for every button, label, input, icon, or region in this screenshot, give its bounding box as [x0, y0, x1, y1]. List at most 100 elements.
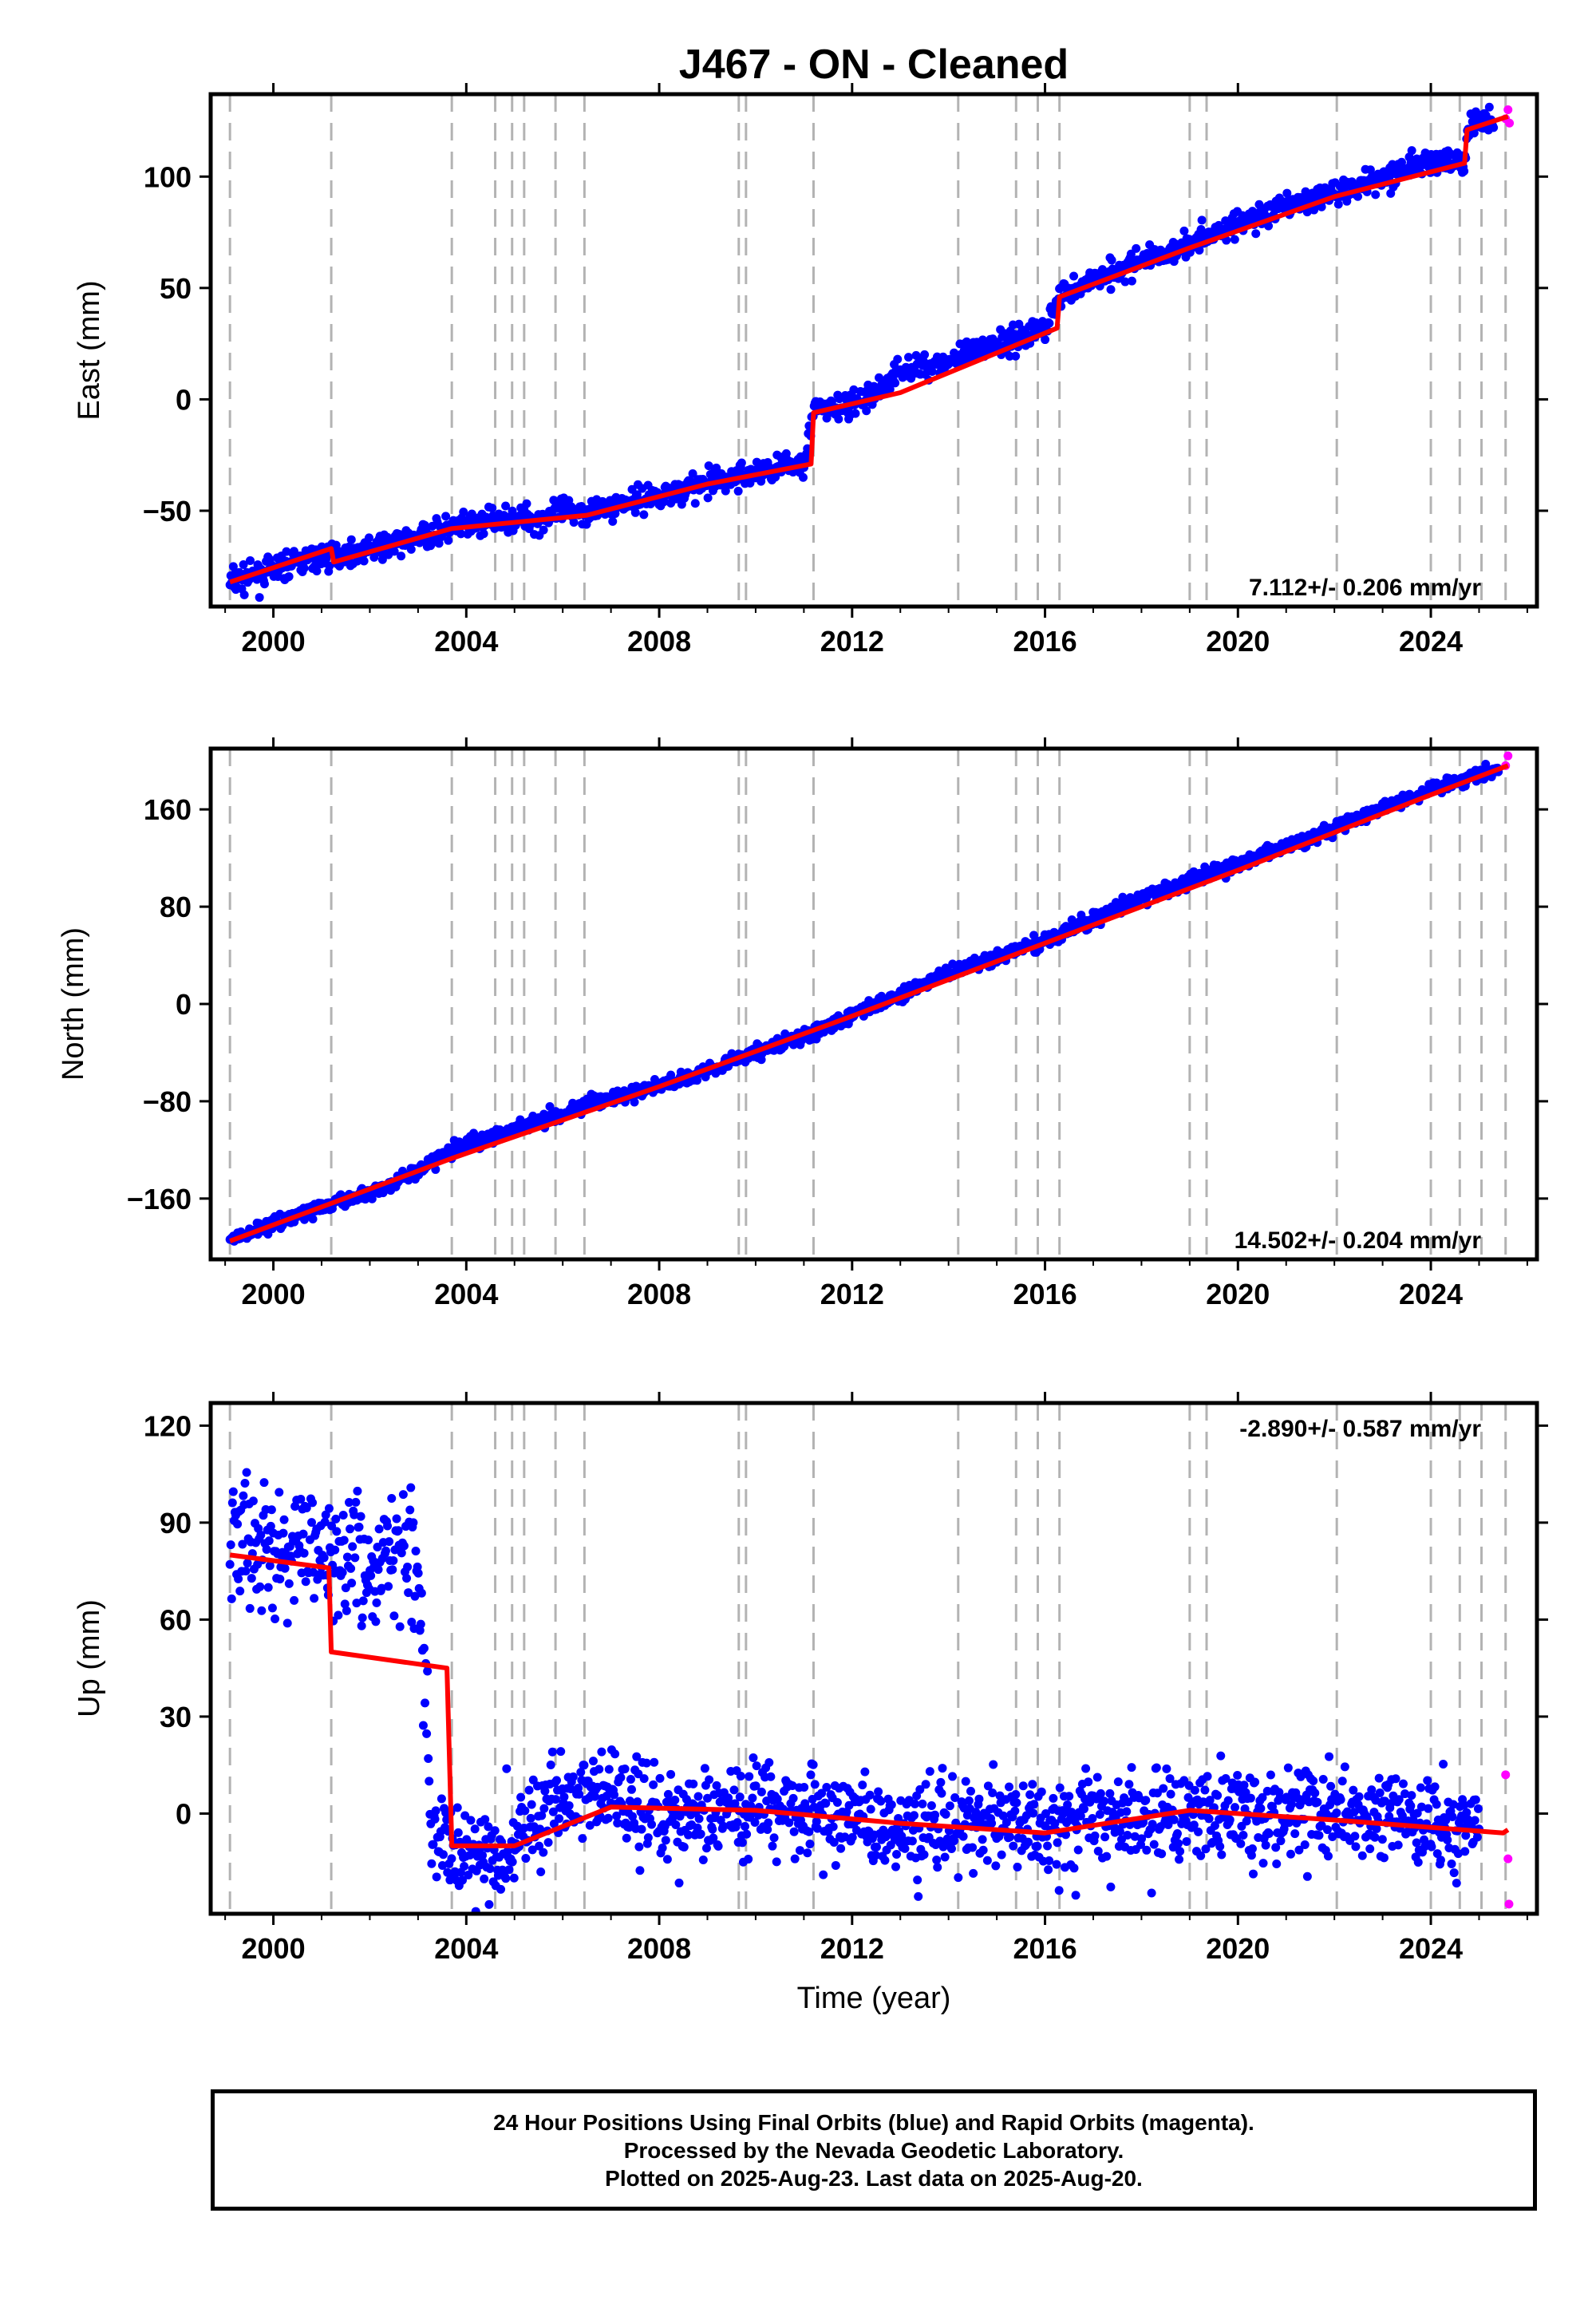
data-point — [1407, 1791, 1416, 1800]
data-point — [613, 1818, 622, 1828]
data-point — [296, 1494, 306, 1504]
data-point — [1271, 1843, 1281, 1852]
data-point — [798, 472, 808, 482]
data-point — [290, 1595, 299, 1605]
data-point — [348, 1542, 358, 1551]
data-point — [265, 1561, 275, 1571]
data-point — [1443, 1836, 1452, 1845]
data-point — [998, 1811, 1008, 1820]
data-point — [1337, 1777, 1347, 1786]
data-point — [1261, 1840, 1270, 1850]
data-point — [1127, 1763, 1136, 1773]
data-point — [927, 367, 937, 377]
model-fit-line — [229, 114, 1509, 585]
data-point — [1436, 1856, 1445, 1865]
data-point — [1412, 1808, 1422, 1818]
data-point — [1076, 1812, 1085, 1821]
data-point — [733, 486, 743, 496]
data-point — [703, 493, 713, 503]
x-tick-label: 2016 — [1013, 1278, 1077, 1310]
data-point — [836, 1844, 846, 1853]
data-point — [418, 1721, 428, 1730]
data-point — [358, 1596, 368, 1606]
data-point — [367, 1194, 377, 1203]
data-point — [1142, 1845, 1152, 1855]
footer-line-processed-by: Processed by the Nevada Geodetic Laborat… — [623, 2137, 1124, 2163]
data-point — [1223, 1796, 1233, 1805]
final-orbit-points — [225, 102, 1499, 603]
data-point — [860, 1767, 870, 1777]
data-point — [1448, 1800, 1458, 1809]
data-point — [1102, 1852, 1112, 1861]
data-point — [1370, 1832, 1380, 1842]
data-point — [1290, 1829, 1300, 1839]
data-point — [484, 1822, 493, 1832]
rapid-orbit-point — [1501, 1770, 1511, 1780]
data-point — [1296, 1772, 1306, 1781]
data-point — [911, 1799, 920, 1808]
data-point — [1248, 1869, 1258, 1879]
data-point — [389, 547, 399, 556]
data-point — [377, 1583, 386, 1593]
data-point — [737, 458, 746, 468]
data-point — [1375, 1788, 1385, 1798]
data-point — [535, 1824, 545, 1834]
data-point — [279, 1515, 289, 1524]
data-point — [1092, 1773, 1102, 1782]
data-point — [750, 1818, 760, 1828]
data-point — [441, 512, 451, 521]
data-point — [406, 544, 416, 554]
data-point — [1011, 351, 1021, 361]
data-point — [1489, 123, 1499, 132]
model-fit-line — [229, 763, 1509, 1243]
data-point — [373, 1543, 382, 1552]
data-point — [932, 1856, 942, 1865]
data-point — [1385, 1812, 1394, 1821]
data-point — [325, 561, 334, 571]
data-point — [245, 1603, 255, 1613]
x-tick-label: 2004 — [434, 1932, 498, 1965]
data-point — [1152, 1763, 1161, 1773]
data-point — [772, 1794, 782, 1804]
data-point — [974, 1794, 984, 1804]
data-point — [259, 1478, 269, 1488]
data-point — [239, 590, 249, 599]
data-point — [1314, 1831, 1324, 1840]
y-tick-label: 0 — [176, 1797, 192, 1830]
data-point — [741, 1821, 750, 1831]
data-point — [982, 1856, 992, 1865]
footer-line-orbits: 24 Hour Positions Using Final Orbits (bl… — [493, 2109, 1254, 2135]
data-point — [340, 1599, 350, 1609]
data-point — [243, 1559, 252, 1568]
data-point — [1423, 1776, 1432, 1785]
data-point — [1258, 1859, 1268, 1868]
data-point — [1073, 1845, 1083, 1855]
data-point — [1266, 1770, 1275, 1780]
x-tick-label: 2016 — [1013, 625, 1077, 658]
data-point — [1453, 1849, 1463, 1859]
data-point — [1190, 1785, 1199, 1795]
data-point — [834, 414, 843, 424]
data-point — [764, 1758, 774, 1768]
data-point — [1157, 1849, 1167, 1859]
data-point — [1276, 1836, 1286, 1846]
data-point — [399, 1541, 409, 1551]
data-point — [1081, 1764, 1091, 1773]
y-tick-label: 0 — [176, 988, 192, 1021]
data-point — [871, 1842, 881, 1852]
data-point — [810, 1780, 820, 1789]
data-point — [736, 1772, 745, 1781]
data-point — [247, 1574, 256, 1583]
data-point — [812, 1824, 822, 1833]
data-point — [1246, 1851, 1256, 1860]
data-point — [502, 1764, 512, 1773]
data-point — [1172, 1829, 1182, 1839]
data-point — [1397, 1811, 1407, 1820]
data-point — [610, 1749, 620, 1759]
data-point — [1120, 277, 1130, 287]
data-point — [1470, 1816, 1479, 1825]
footer-caption-box: 24 Hour Positions Using Final Orbits (bl… — [211, 2089, 1537, 2211]
data-point — [1484, 102, 1494, 112]
data-point — [1400, 1789, 1410, 1799]
plot-frame — [208, 92, 1539, 609]
